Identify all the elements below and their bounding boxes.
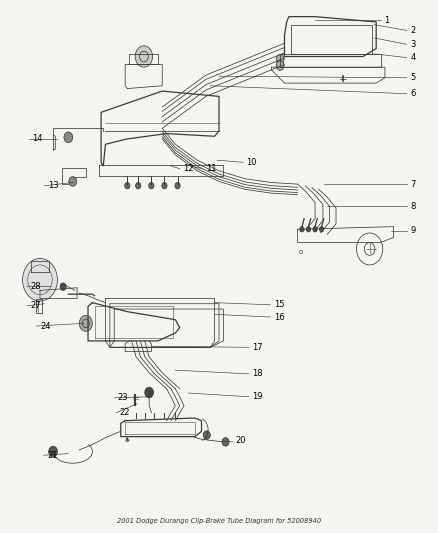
Circle shape [222,438,229,446]
Text: 3: 3 [410,40,416,49]
Text: 10: 10 [247,158,257,167]
Circle shape [79,316,92,332]
Circle shape [135,46,152,67]
Text: 2001 Dodge Durango Clip-Brake Tube Diagram for 52008940: 2001 Dodge Durango Clip-Brake Tube Diagr… [117,518,321,523]
Text: 2: 2 [410,26,416,35]
Circle shape [306,227,311,232]
Text: 11: 11 [206,164,216,173]
Text: 23: 23 [118,393,128,402]
Text: o: o [299,249,303,255]
Text: 28: 28 [30,281,41,290]
Text: 1: 1 [384,16,389,25]
Text: 4: 4 [410,53,416,62]
Text: 20: 20 [236,437,246,446]
Text: 14: 14 [32,134,43,143]
Text: 5: 5 [410,73,416,82]
Text: 9: 9 [410,227,416,236]
Circle shape [276,54,284,64]
Circle shape [60,283,66,290]
Circle shape [22,259,57,301]
Text: 19: 19 [252,392,263,401]
Text: 6: 6 [410,89,416,98]
Text: 22: 22 [120,408,131,417]
Text: 16: 16 [274,312,285,321]
Text: 24: 24 [40,321,50,330]
Circle shape [162,182,167,189]
Circle shape [175,182,180,189]
Text: 13: 13 [48,181,59,190]
Circle shape [276,61,284,70]
Circle shape [64,132,73,143]
Circle shape [313,227,317,232]
Circle shape [319,227,324,232]
Circle shape [49,446,57,457]
Circle shape [69,176,77,186]
Circle shape [300,227,304,232]
Text: 8: 8 [410,202,416,211]
Circle shape [145,387,153,398]
Text: 17: 17 [252,343,263,352]
Text: 27: 27 [30,301,41,310]
Text: 18: 18 [252,369,263,378]
Text: 15: 15 [274,300,285,309]
Text: 12: 12 [183,164,194,173]
Text: 7: 7 [410,180,416,189]
Circle shape [149,182,154,189]
Text: 21: 21 [47,451,57,460]
Circle shape [203,431,210,439]
Circle shape [136,182,141,189]
Circle shape [125,182,130,189]
